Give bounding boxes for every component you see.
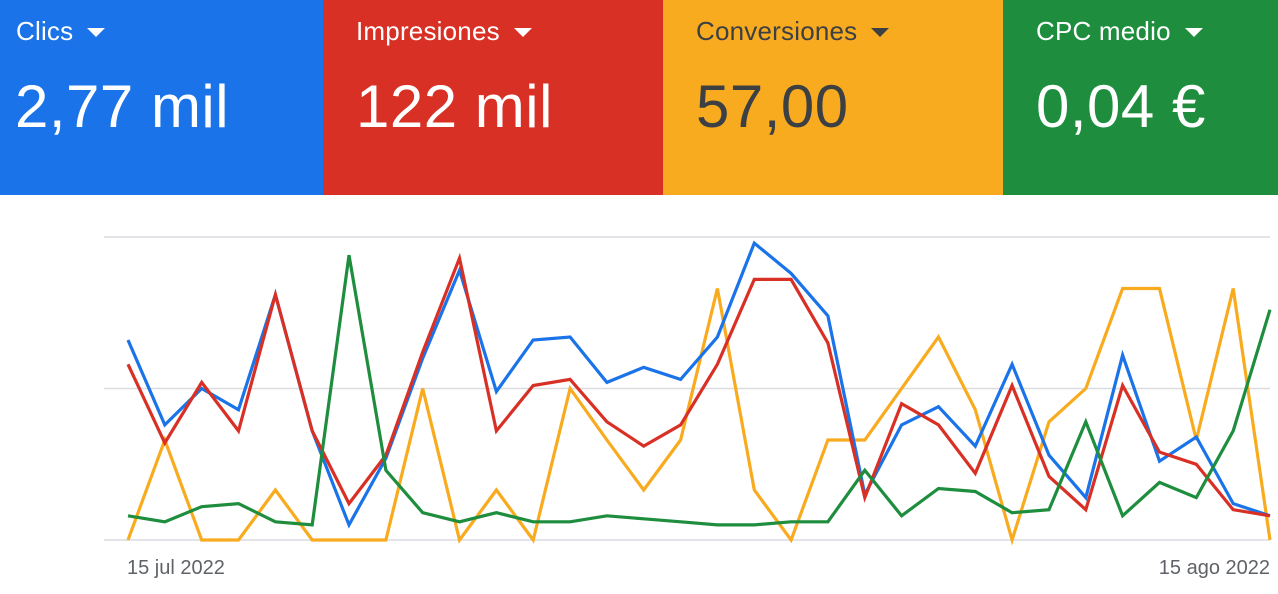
x-tick-label-end: 15 ago 2022 — [1159, 557, 1270, 579]
x-tick-label-start: 15 jul 2022 — [127, 557, 225, 579]
scorecard-header[interactable]: Impresiones — [356, 14, 532, 48]
series-lines — [126, 240, 1272, 546]
series-line-conversiones[interactable] — [126, 286, 1272, 546]
scorecard-label: Conversiones — [696, 16, 858, 46]
scorecard-value: 57,00 — [696, 73, 849, 140]
caret-down-icon[interactable] — [871, 27, 890, 37]
scorecard-header[interactable]: Clics — [16, 14, 106, 48]
caret-down-icon[interactable] — [513, 27, 532, 37]
scorecard-label: CPC medio — [1036, 16, 1171, 46]
scorecard-label: Clics — [16, 16, 74, 46]
gridlines — [104, 236, 1270, 541]
series-line-clics[interactable] — [126, 240, 1271, 529]
scorecard-clics[interactable]: Clics 2,77 mil — [0, 0, 323, 195]
series-line-cpc-medio[interactable] — [127, 254, 1272, 527]
scorecard-value: 122 mil — [356, 73, 553, 140]
scorecard-conversiones[interactable]: Conversiones 57,00 — [663, 0, 1003, 195]
scorecard-impresiones[interactable]: Impresiones 122 mil — [323, 0, 663, 195]
scorecards: Clics 2,77 mil Impresiones 122 mil Conve… — [0, 0, 1278, 195]
scorecard-header[interactable]: Conversiones — [696, 14, 890, 48]
scorecard-value: 2,77 mil — [15, 73, 230, 140]
scorecard-cpc-medio[interactable]: CPC medio 0,04 € — [1003, 0, 1278, 195]
scorecard-header[interactable]: CPC medio — [1036, 14, 1203, 48]
line-chart: 15 jul 2022 15 ago 2022 — [0, 195, 1278, 594]
line-chart-svg: 15 jul 2022 15 ago 2022 — [104, 236, 1272, 579]
scorecard-value: 0,04 € — [1036, 73, 1206, 140]
x-axis-ticks: 15 jul 2022 15 ago 2022 — [127, 557, 1270, 579]
caret-down-icon[interactable] — [87, 27, 106, 37]
series-line-impresiones[interactable] — [126, 252, 1271, 518]
scorecard-label: Impresiones — [356, 16, 500, 46]
caret-down-icon[interactable] — [1184, 27, 1203, 37]
